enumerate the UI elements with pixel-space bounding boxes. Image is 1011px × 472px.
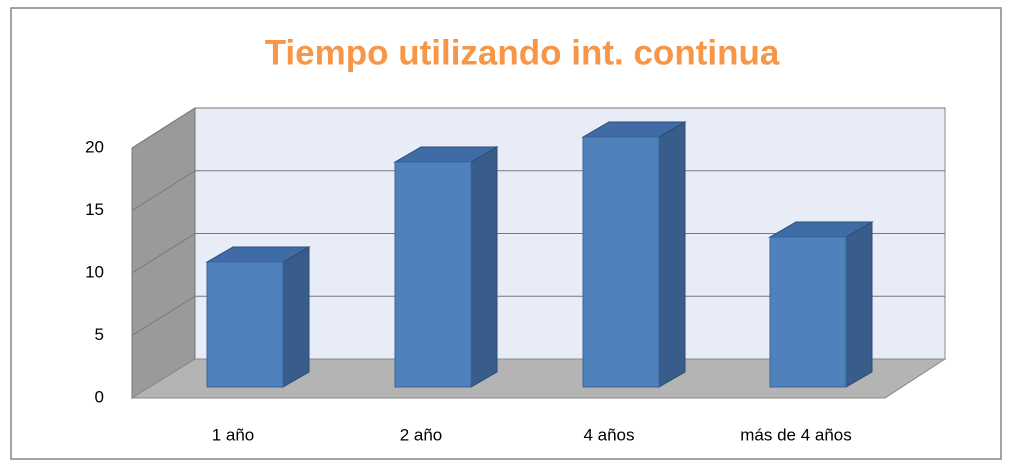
bar-side [282,246,310,388]
y-tick-label: 10 [85,262,104,281]
y-tick-label: 0 [95,387,104,406]
chart-title: Tiempo utilizando int. continua [265,33,780,72]
floor [130,358,947,399]
bar [769,236,847,388]
x-tick-label: 4 años [583,425,634,444]
bar-side [470,146,498,388]
x-tick-label: más de 4 años [740,425,852,444]
grid-line [131,295,196,336]
y-tick-label: 20 [85,137,104,156]
bar [582,136,660,388]
y-tick-label: 5 [95,325,104,344]
x-tick-label: 2 año [400,425,443,444]
x-tick-label: 1 año [212,425,255,444]
bar [394,161,472,388]
grid-line [131,170,196,211]
bar-side [658,121,686,388]
grid-line [131,233,196,274]
bar-side [845,221,873,388]
y-tick-label: 15 [85,200,104,219]
grid-line [131,107,196,149]
bar [206,261,284,388]
